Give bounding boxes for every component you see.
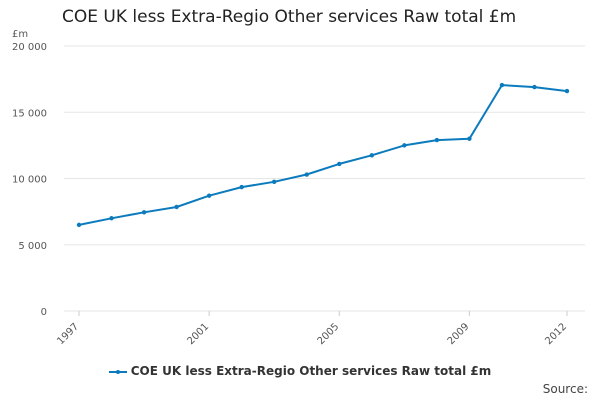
source-label: Source: — [542, 382, 588, 396]
data-point[interactable] — [141, 210, 147, 215]
legend-series-marker — [108, 367, 127, 377]
data-point[interactable] — [499, 82, 505, 88]
data-point[interactable] — [564, 88, 570, 94]
data-point[interactable] — [206, 193, 212, 198]
data-point[interactable] — [434, 137, 440, 143]
data-point[interactable] — [174, 204, 179, 210]
y-axis-ticks: 0 5 000 10 000 15 000 20 000 — [12, 42, 47, 318]
data-point[interactable] — [76, 222, 82, 228]
gridlines — [64, 45, 585, 312]
data-point[interactable] — [369, 153, 374, 158]
chart-title: COE UK less Extra-Regio Other services R… — [62, 7, 517, 27]
y-tick-label: 0 — [41, 307, 47, 318]
data-point[interactable] — [337, 161, 342, 167]
x-tick-label: 1997 — [55, 321, 81, 347]
y-tick-label: 5 000 — [18, 241, 47, 252]
series-line — [78, 84, 568, 226]
x-tick-label: 2012 — [543, 321, 569, 347]
x-tick-label: 2001 — [185, 321, 211, 347]
x-tick-label: 2005 — [316, 321, 342, 347]
data-point[interactable] — [272, 179, 277, 185]
data-point[interactable] — [402, 143, 407, 148]
data-point[interactable] — [532, 84, 537, 90]
legend-series-label: COE UK less Extra-Regio Other services R… — [130, 364, 492, 378]
data-point[interactable] — [109, 216, 114, 221]
y-tick-label: 20 000 — [12, 42, 47, 53]
data-point[interactable] — [467, 136, 472, 141]
chart-legend[interactable]: COE UK less Extra-Regio Other services R… — [0, 364, 600, 378]
data-point[interactable] — [239, 184, 244, 190]
data-point[interactable] — [304, 172, 309, 177]
x-tick-label: 2009 — [446, 321, 472, 347]
y-tick-label: 15 000 — [12, 108, 47, 119]
y-axis-unit-label: £m — [12, 29, 29, 40]
y-tick-label: 10 000 — [12, 175, 47, 186]
x-axis-ticks: 1997 2001 2005 2009 2012 — [55, 311, 569, 347]
series-layer — [76, 82, 570, 228]
